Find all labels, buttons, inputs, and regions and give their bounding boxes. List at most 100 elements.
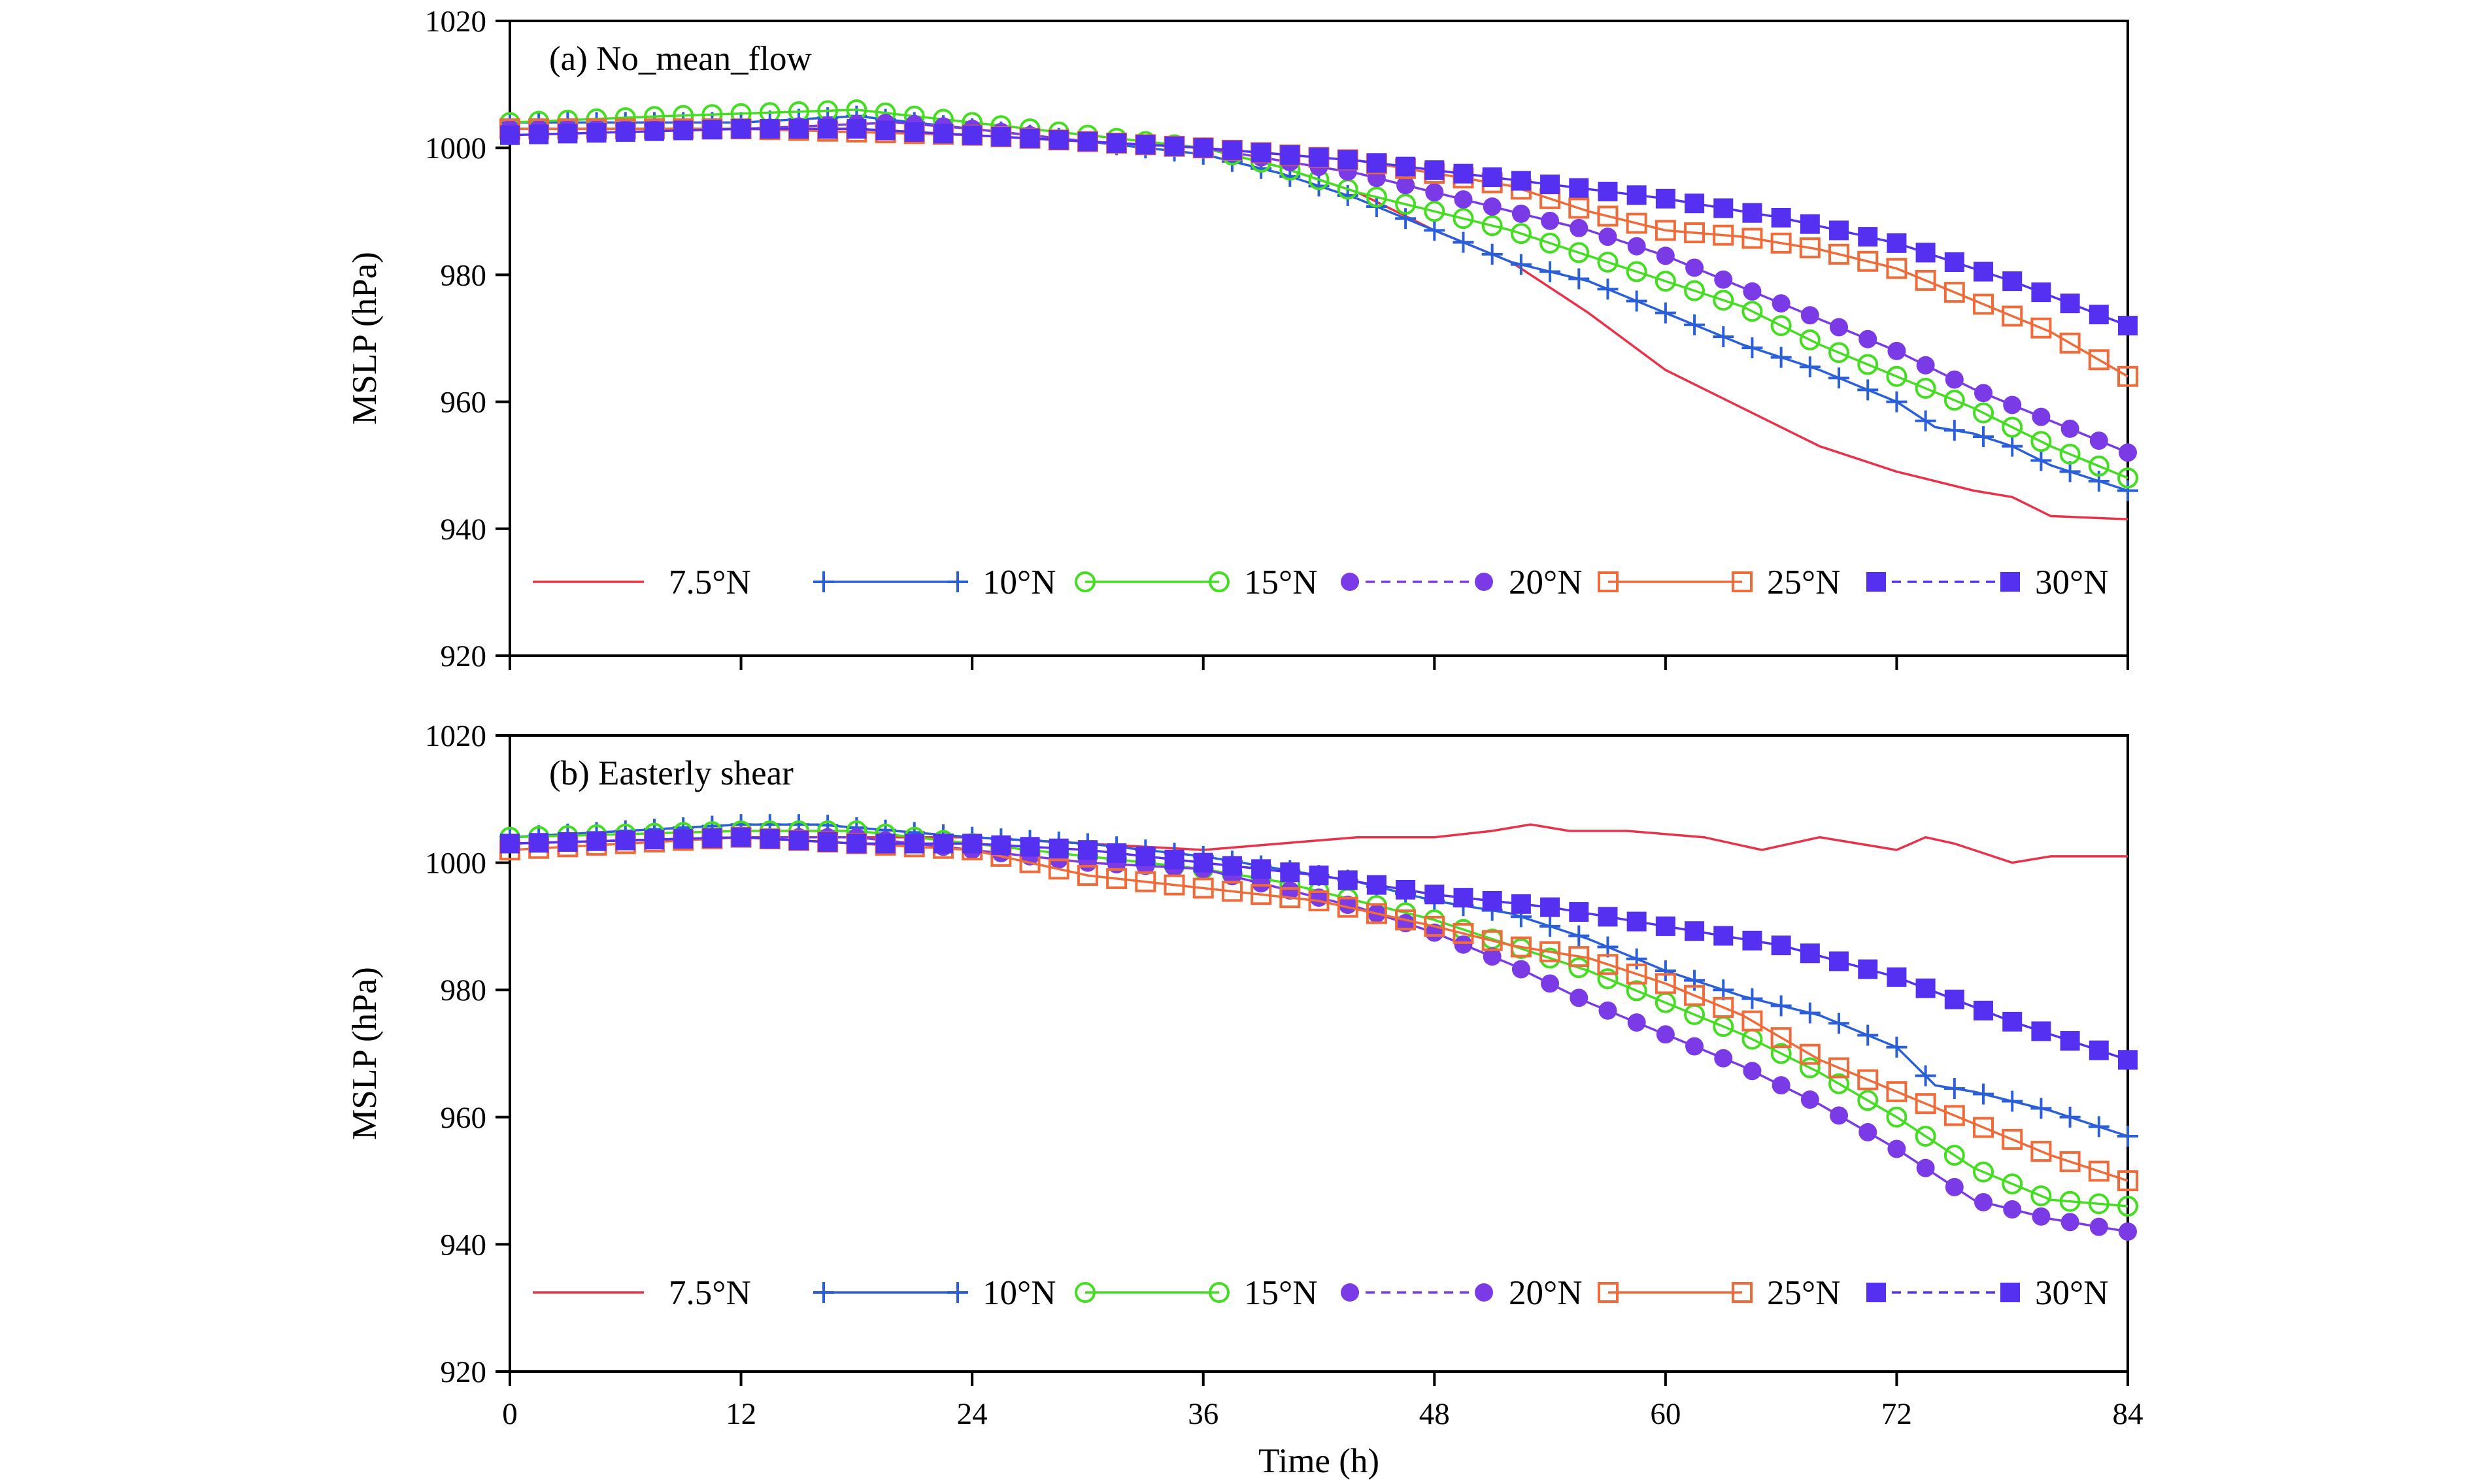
data-point: [1570, 988, 1588, 1007]
data-point: [2003, 1200, 2022, 1219]
data-point: [1886, 365, 1908, 387]
data-point: [1048, 858, 1069, 880]
data-point: [1540, 175, 1560, 195]
data-point: [1482, 890, 1502, 911]
data-point: [1481, 215, 1503, 237]
data-point: [1251, 859, 1271, 879]
data-point: [1772, 1076, 1790, 1095]
data-point: [1858, 227, 1878, 247]
y-tick-label: 920: [441, 639, 487, 673]
data-point: [1915, 243, 1936, 263]
data-point: [644, 830, 664, 850]
legend-marker: [1209, 571, 1230, 592]
data-point: [586, 123, 607, 143]
data-point: [991, 127, 1011, 147]
data-point: [1943, 1145, 1965, 1166]
legend-label: 30°N: [2035, 564, 2108, 601]
data-point: [1974, 1192, 1993, 1211]
data-point: [1887, 341, 1906, 360]
legend-marker: [1341, 1283, 1359, 1302]
data-point: [1135, 846, 1156, 866]
data-point: [1570, 218, 1588, 237]
data-point: [1973, 402, 1994, 424]
data-point: [1424, 201, 1445, 222]
data-point: [615, 830, 635, 851]
legend-label: 10°N: [983, 564, 1056, 601]
data-point: [1742, 930, 1762, 951]
data-point: [1973, 294, 1994, 315]
legend-label: 20°N: [1509, 564, 1582, 601]
data-point: [1511, 894, 1531, 914]
y-tick-label: 980: [441, 973, 487, 1007]
data-point: [1800, 214, 1820, 234]
data-point: [1539, 941, 1561, 962]
y-axis-label: MSLP (hPa): [346, 252, 384, 425]
data-point: [1684, 280, 1706, 301]
data-point: [1741, 228, 1763, 249]
y-tick-label: 1020: [425, 5, 486, 39]
data-point: [1106, 868, 1128, 889]
data-point: [1280, 862, 1300, 883]
legend-label: 15°N: [1244, 564, 1317, 601]
legend-marker: [1598, 571, 1619, 592]
y-tick-label: 960: [441, 386, 487, 420]
data-point: [1251, 884, 1272, 905]
data-point: [1886, 1106, 1908, 1128]
data-point: [702, 828, 722, 848]
legend-item: 10°N: [813, 564, 1056, 601]
data-point: [529, 124, 549, 144]
data-point: [1741, 1010, 1763, 1032]
y-tick-label: 1000: [425, 131, 486, 165]
x-tick-label: 60: [1650, 1397, 1681, 1431]
data-point: [1945, 1177, 1964, 1196]
data-point: [788, 119, 809, 139]
data-point: [1655, 188, 1675, 209]
data-point: [1915, 978, 1936, 998]
data-point: [644, 121, 664, 141]
data-point: [1684, 222, 1706, 244]
data-point: [1366, 186, 1387, 208]
legend-item: 25°N: [1598, 1274, 1840, 1312]
data-point: [2031, 282, 2051, 303]
data-point: [1337, 870, 1358, 890]
data-point: [586, 831, 607, 851]
data-point: [1713, 996, 1734, 1018]
data-point: [2117, 1196, 2138, 1217]
series-line: [510, 121, 2128, 454]
legend: 7.5°N 10°N 15°N 20°N 25°N 30°N: [533, 564, 2108, 601]
data-point: [2060, 1213, 2079, 1232]
data-point: [1655, 973, 1676, 994]
data-point: [2002, 1173, 2023, 1194]
data-point: [2002, 1011, 2023, 1032]
panel-label: (b) Easterly shear: [549, 754, 794, 792]
data-point: [529, 833, 549, 853]
data-point: [1858, 1122, 1877, 1141]
data-point: [1857, 250, 1879, 272]
data-point: [702, 120, 722, 140]
data-point: [1626, 185, 1647, 205]
legend-marker: [1732, 571, 1753, 592]
data-point: [1338, 896, 1357, 915]
data-point: [1800, 943, 1820, 964]
data-point: [1830, 318, 1849, 337]
data-point: [1974, 1000, 1994, 1020]
data-point: [2089, 1217, 2108, 1236]
data-point: [1828, 1057, 1850, 1079]
data-point: [1800, 1090, 1819, 1109]
data-point: [2089, 305, 2109, 325]
data-point: [1858, 329, 1877, 348]
data-point: [1337, 896, 1358, 918]
data-point: [788, 830, 809, 851]
legend-marker: [1341, 573, 1359, 591]
data-point: [1944, 252, 1964, 272]
data-point: [1944, 989, 1964, 1009]
data-point: [1943, 282, 1965, 303]
data-point: [1713, 224, 1734, 246]
data-point: [731, 119, 751, 139]
legend-marker: [1866, 1283, 1886, 1302]
data-point: [1799, 1043, 1821, 1065]
data-point: [1598, 1001, 1617, 1020]
data-point: [1857, 354, 1879, 375]
data-point: [2031, 1021, 2051, 1041]
